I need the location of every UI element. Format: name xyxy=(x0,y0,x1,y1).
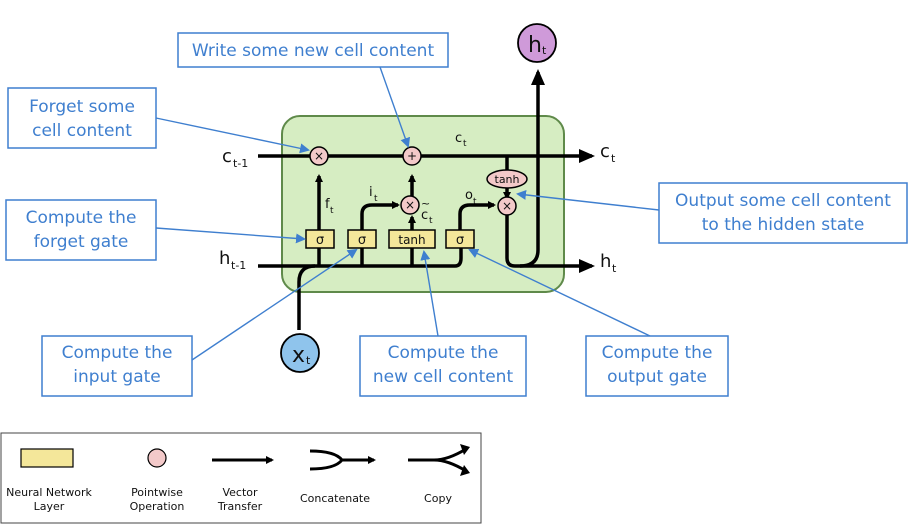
svg-text:t: t xyxy=(374,194,378,204)
forget-sigma-layer: σ xyxy=(306,230,334,248)
svg-text:Compute the: Compute the xyxy=(62,343,173,363)
x-input-node: x t xyxy=(281,334,319,372)
callout-output-gate: Compute the output gate xyxy=(586,336,728,396)
svg-text:Transfer: Transfer xyxy=(217,500,263,513)
callout-write-cell: Write some new cell content xyxy=(178,33,448,67)
output-multiply-op: × xyxy=(498,197,516,215)
h-prev-label: h t-1 xyxy=(219,248,246,272)
svg-text:c: c xyxy=(421,208,428,223)
svg-text:h: h xyxy=(219,248,230,269)
svg-text:t-1: t-1 xyxy=(233,157,248,170)
svg-text:tanh: tanh xyxy=(495,173,520,186)
svg-text:cell content: cell content xyxy=(32,121,132,141)
svg-text:i: i xyxy=(369,185,373,200)
svg-text:c: c xyxy=(600,141,610,162)
c-prev-label: c t-1 xyxy=(222,146,248,170)
svg-text:c: c xyxy=(222,146,232,167)
svg-text:t: t xyxy=(463,139,467,149)
svg-text:×: × xyxy=(314,149,324,163)
svg-text:t: t xyxy=(611,152,616,165)
svg-text:Layer: Layer xyxy=(34,500,65,513)
svg-text:Output some cell content: Output some cell content xyxy=(675,191,891,211)
forget-multiply-op: × xyxy=(310,147,328,165)
svg-text:t: t xyxy=(473,197,477,207)
svg-text:tanh: tanh xyxy=(398,233,425,247)
svg-text:output gate: output gate xyxy=(607,367,707,387)
svg-text:Pointwise: Pointwise xyxy=(131,486,183,499)
output-sigma-layer: σ xyxy=(446,230,474,248)
c-out-label: c t xyxy=(600,141,616,165)
svg-text:x: x xyxy=(292,343,305,368)
svg-text:input gate: input gate xyxy=(73,367,160,387)
callout-output-content: Output some cell content to the hidden s… xyxy=(659,183,907,243)
svg-text:+: + xyxy=(407,149,417,163)
callout-forget-content: Forget some cell content xyxy=(8,88,156,148)
input-multiply-op: × xyxy=(401,196,419,214)
svg-text:h: h xyxy=(528,33,542,58)
svg-text:σ: σ xyxy=(358,233,366,248)
svg-text:Compute the: Compute the xyxy=(602,343,713,363)
output-tanh-op: tanh xyxy=(487,170,527,188)
svg-text:Concatenate: Concatenate xyxy=(300,492,370,505)
h-out-label: h t xyxy=(600,251,617,275)
callout-new-content: Compute the new cell content xyxy=(360,336,526,396)
svg-text:Copy: Copy xyxy=(424,492,452,505)
callout-forget-gate: Compute the forget gate xyxy=(6,200,156,260)
cell-add-op: + xyxy=(403,147,421,165)
svg-text:to the hidden state: to the hidden state xyxy=(702,215,865,235)
svg-text:t: t xyxy=(306,354,311,367)
svg-text:Write some new cell content: Write some new cell content xyxy=(192,41,435,61)
svg-text:new cell content: new cell content xyxy=(373,367,514,387)
svg-text:t: t xyxy=(330,206,334,216)
svg-text:Compute the: Compute the xyxy=(26,208,137,228)
svg-text:o: o xyxy=(465,188,473,203)
svg-text:t-1: t-1 xyxy=(231,259,246,272)
tanh-layer: tanh xyxy=(389,230,435,248)
svg-text:t: t xyxy=(429,216,433,226)
svg-text:t: t xyxy=(612,262,617,275)
svg-text:σ: σ xyxy=(316,233,324,248)
svg-text:Operation: Operation xyxy=(130,500,185,513)
svg-text:forget gate: forget gate xyxy=(34,232,129,252)
callout-input-gate: Compute the input gate xyxy=(42,336,192,396)
svg-text:Compute the: Compute the xyxy=(388,343,499,363)
svg-text:t: t xyxy=(542,44,547,57)
svg-text:c: c xyxy=(455,131,462,146)
svg-text:h: h xyxy=(600,251,611,272)
svg-text:×: × xyxy=(502,199,512,213)
svg-text:σ: σ xyxy=(456,233,464,248)
svg-text:×: × xyxy=(405,198,415,212)
svg-text:Forget some: Forget some xyxy=(29,97,135,117)
input-sigma-layer: σ xyxy=(348,230,376,248)
h-output-node: h t xyxy=(518,24,556,62)
svg-text:Neural Network: Neural Network xyxy=(6,486,92,499)
svg-text:Vector: Vector xyxy=(222,486,258,499)
